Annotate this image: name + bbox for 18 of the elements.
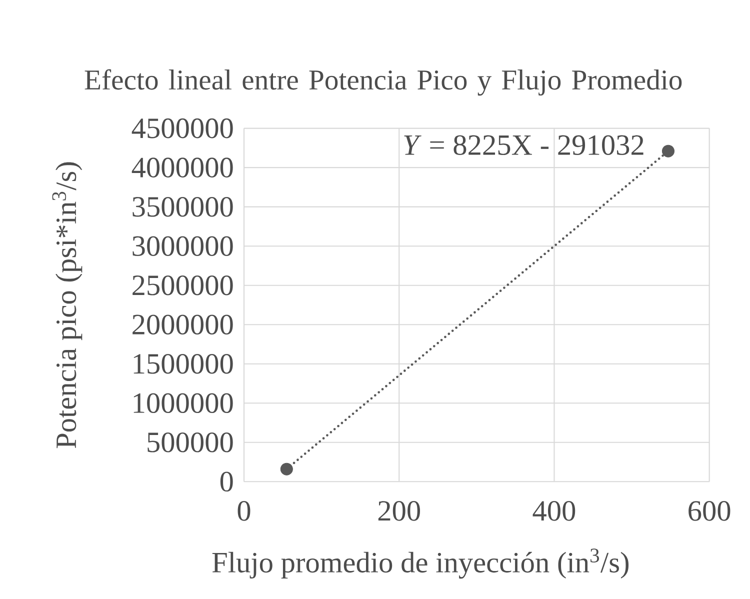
chart-title: Efecto lineal entre Potencia Pico y Flujo Promedio — [84, 69, 682, 96]
x-tick-label: 400 — [532, 501, 576, 521]
y-tick-label: 2500000 — [132, 275, 233, 296]
y-tick-label: 2000000 — [132, 314, 233, 335]
y-tick-label: 3500000 — [132, 196, 233, 217]
y-axis-title: Potencia pico (psi*in$^{3}$/s) — [52, 162, 82, 448]
x-tick-label: 0 — [238, 501, 250, 521]
x-tick-label: 200 — [378, 501, 420, 521]
y-tick-label: 0 — [220, 472, 233, 492]
y-tick-label: 1500000 — [134, 354, 233, 374]
x-axis-title: Flujo promedio de inyección (in$^{3}$/s) — [212, 548, 629, 579]
y-tick-label: 4000000 — [132, 158, 233, 178]
y-tick-label: 4500000 — [132, 118, 233, 138]
x-tick-label: 600 — [688, 501, 730, 521]
y-tick-label: 3000000 — [132, 236, 233, 256]
y-tick-label: 500000 — [148, 432, 233, 452]
annotation: Y = 8225X - 291032 — [404, 135, 644, 156]
y-tick-label: 1000000 — [134, 393, 233, 414]
